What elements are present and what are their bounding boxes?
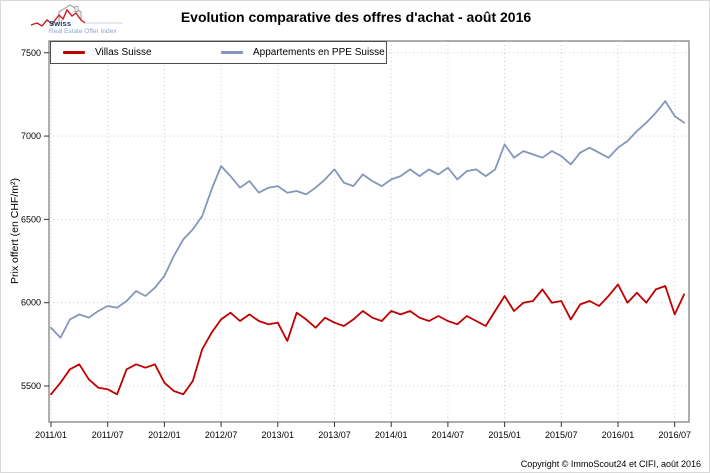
y-tick-label: 7500 xyxy=(21,48,41,58)
x-tick-label: 2011/01 xyxy=(35,430,67,440)
x-tick-label: 2012/01 xyxy=(148,430,181,440)
x-tick-label: 2012/07 xyxy=(205,430,238,440)
chart-legend: Villas Suisse Appartements en PPE Suisse xyxy=(50,41,387,64)
house-chimney-icon xyxy=(74,6,79,12)
x-tick-label: 2015/01 xyxy=(488,430,521,440)
x-tick-label: 2016/07 xyxy=(658,430,691,440)
x-tick-label: 2011/07 xyxy=(92,430,124,440)
swiss-real-estate-offer-index-logo: Swiss Real Estate Offer Index xyxy=(29,3,129,39)
y-tick-label: 5500 xyxy=(21,381,41,391)
legend-label-appartements: Appartements en PPE Suisse xyxy=(253,47,385,58)
legend-entry-villas: Villas Suisse xyxy=(63,42,152,63)
legend-label-villas: Villas Suisse xyxy=(95,47,152,58)
x-tick-label: 2014/07 xyxy=(432,430,465,440)
x-tick-label: 2016/01 xyxy=(602,430,635,440)
index-curve-icon xyxy=(30,8,86,27)
appartements-line-swatch-icon xyxy=(221,51,243,54)
y-tick-label: 6000 xyxy=(21,298,41,308)
plot-frame xyxy=(48,40,690,423)
x-tick-label: 2014/01 xyxy=(375,430,408,440)
legend-entry-appartements: Appartements en PPE Suisse xyxy=(221,42,385,63)
y-tick-label: 7000 xyxy=(21,131,41,141)
y-tick-label: 6500 xyxy=(21,214,41,224)
logo-name: Swiss xyxy=(49,19,72,28)
series-line-appartements-en-ppe-suisse xyxy=(50,100,685,339)
y-axis-title: Prix offert (en CHF/m²) xyxy=(9,178,21,284)
x-tick-label: 2013/07 xyxy=(318,430,351,440)
x-tick-label: 2013/01 xyxy=(262,430,295,440)
x-tick-label: 2015/07 xyxy=(545,430,578,440)
page-title: Evolution comparative des offres d'achat… xyxy=(180,9,532,25)
series-line-villas-suisse xyxy=(50,283,685,396)
logo-graphic-icon xyxy=(30,4,123,27)
copyright-text: Copyright © ImmoScout24 et CIFI, août 20… xyxy=(520,459,701,469)
villas-line-swatch-icon xyxy=(63,51,85,54)
logo-tagline: Real Estate Offer Index xyxy=(49,28,117,35)
